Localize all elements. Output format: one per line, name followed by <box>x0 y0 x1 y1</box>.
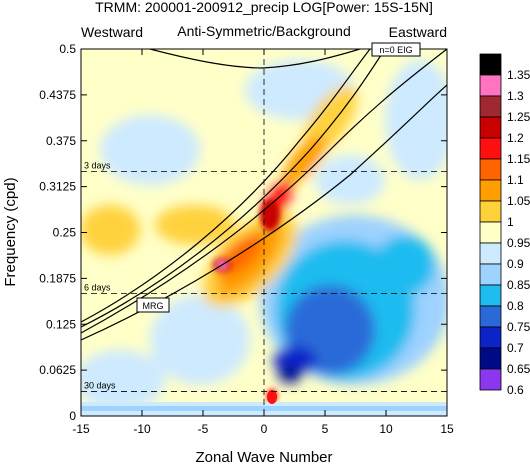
colorbar-label: 0.8 <box>507 299 524 313</box>
y-tick-label: 0.1875 <box>39 271 76 285</box>
colorbar-label: 0.75 <box>507 320 530 334</box>
westward-label: Westward <box>81 24 143 40</box>
dispersion-curves <box>81 49 447 341</box>
x-tick-label: -5 <box>198 422 209 436</box>
colorbar-swatch <box>479 158 502 181</box>
x-tick-label: 5 <box>322 422 329 436</box>
x-axis: -15 -10 -5 0 5 10 15 <box>72 49 454 436</box>
eastward-label: Eastward <box>389 24 447 40</box>
colorbar-swatch <box>479 179 502 202</box>
y-tick-label: 0.0625 <box>39 363 76 377</box>
colorbar-swatch <box>479 74 502 97</box>
chart-title: TRMM: 200001-200912_precip LOG[Power: 15… <box>95 0 433 15</box>
colorbar-swatch <box>479 116 502 139</box>
eig-label-box: n=0 EIG <box>371 42 421 57</box>
x-tick-label: 15 <box>440 422 454 436</box>
y-tick-label: 0.375 <box>46 134 76 148</box>
y-tick-label: 0.3125 <box>39 180 76 194</box>
colorbar-label: 1.3 <box>507 89 524 103</box>
colorbar-label: 1.15 <box>507 152 530 166</box>
colorbar-label: 0.7 <box>507 341 524 355</box>
period-label: 3 days <box>84 160 111 170</box>
colorbar-swatch <box>479 284 502 307</box>
y-tick-label: 0.25 <box>53 226 77 240</box>
colorbar-label: 1.35 <box>507 68 530 82</box>
colorbar-swatch <box>479 242 502 265</box>
y-tick-label: 0.5 <box>59 42 76 56</box>
colorbar-label: 0.6 <box>507 383 524 397</box>
y-axis-label: Frequency (cpd) <box>2 177 19 286</box>
y-tick-label: 0.4375 <box>39 88 76 102</box>
colorbar-label: 0.65 <box>507 362 530 376</box>
y-tick-label: 0 <box>69 409 76 423</box>
y-tick-label: 0.125 <box>46 317 76 331</box>
period-label: 6 days <box>84 283 111 293</box>
colorbar-swatch <box>479 53 502 76</box>
colorbar-label: 1 <box>507 215 514 229</box>
mrg-label-box: MRG <box>136 297 170 313</box>
colorbar-label: 1.2 <box>507 131 524 145</box>
colorbar-swatch <box>479 200 502 223</box>
period-lines: 3 days 6 days 30 days <box>81 49 447 416</box>
colorbar-swatch <box>479 137 502 160</box>
mrg-label: MRG <box>143 301 164 311</box>
chart-subtitle: Anti-Symmetric/Background <box>177 23 351 39</box>
x-axis-label: Zonal Wave Number <box>196 449 333 466</box>
y-axis: 0 0.0625 0.125 0.1875 0.25 0.3125 0.375 0.4375 0… <box>39 42 447 423</box>
x-tick-label: 0 <box>261 422 268 436</box>
x-tick-label: -10 <box>133 422 151 436</box>
colorbar-label: 1.05 <box>507 194 530 208</box>
colorbar-swatch <box>479 305 502 328</box>
colorbar-label: 0.9 <box>507 257 524 271</box>
colorbar-swatch <box>479 221 502 244</box>
colorbar-label: 1.1 <box>507 173 524 187</box>
x-tick-label: 10 <box>379 422 393 436</box>
colorbar-swatch <box>479 263 502 286</box>
heatmap-field <box>81 49 447 416</box>
eig-label: n=0 EIG <box>379 45 412 55</box>
period-label: 30 days <box>84 381 116 391</box>
colorbar-swatch <box>479 368 502 391</box>
colorbar-label: 1.25 <box>507 110 530 124</box>
colorbar-label: 0.95 <box>507 236 530 250</box>
colorbar-label: 0.85 <box>507 278 530 292</box>
colorbar-swatch <box>479 326 502 349</box>
colorbar: 1.35 1.3 1.25 1.2 1.15 1.1 1.05 1 0.95 0.9 0.85 0.8… <box>479 53 530 397</box>
x-tick-label: -15 <box>72 422 90 436</box>
colorbar-swatch <box>479 95 502 118</box>
colorbar-swatch <box>479 347 502 370</box>
